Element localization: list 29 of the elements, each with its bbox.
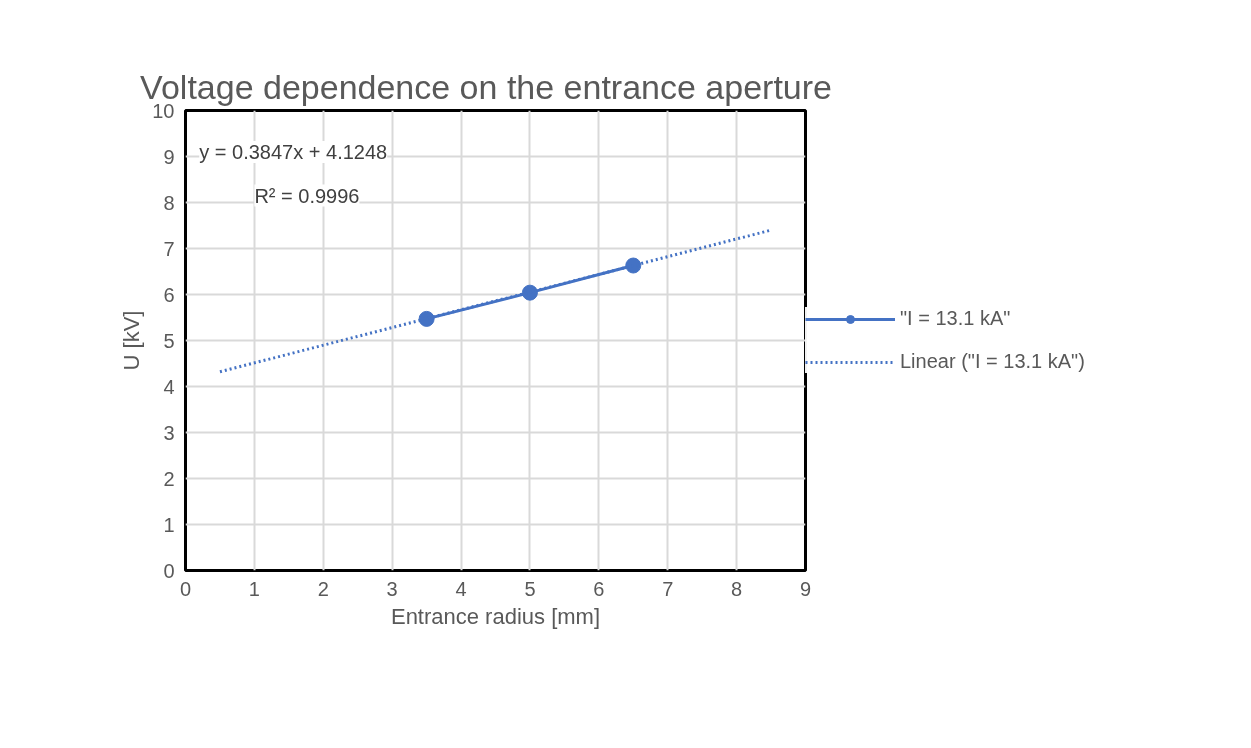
point [625, 257, 642, 274]
y-tick-label: 5 [163, 329, 175, 352]
y-tick-label: 9 [163, 145, 175, 168]
x-tick-label: 3 [386, 577, 398, 600]
y-tick-label: 3 [163, 421, 175, 444]
y-axis-title: U [kV] [119, 310, 145, 371]
y-tick-label: 8 [163, 191, 175, 214]
x-tick-label: 9 [799, 577, 812, 600]
y-tick-label: 1 [163, 513, 175, 536]
x-tick-label: 1 [248, 577, 260, 600]
x-tick-label: 0 [179, 577, 192, 600]
x-axis-title: Entrance radius [mm] [390, 603, 601, 629]
annotation: R² = 0.9996 [254, 184, 360, 207]
point [418, 310, 435, 327]
x-tick-label: 6 [593, 577, 605, 600]
y-tick-label: 2 [163, 467, 175, 490]
y-tick-label: 0 [163, 559, 175, 582]
x-tick-label: 5 [524, 577, 536, 600]
y-tick-label: 4 [163, 375, 175, 398]
y-tick-label: 7 [163, 237, 175, 260]
legend-label: Linear ("I = 13.1 kA") [900, 350, 1085, 373]
point [521, 284, 538, 301]
legend-label: "I = 13.1 kA" [900, 307, 1011, 330]
y-tick-label: 6 [163, 283, 175, 306]
x-tick-label: 4 [455, 577, 467, 600]
x-tick-label: 2 [317, 577, 329, 600]
x-tick-label: 7 [662, 577, 674, 600]
x-tick-label: 8 [731, 577, 743, 600]
annotation: y = 0.3847x + 4.1248 [199, 140, 388, 163]
